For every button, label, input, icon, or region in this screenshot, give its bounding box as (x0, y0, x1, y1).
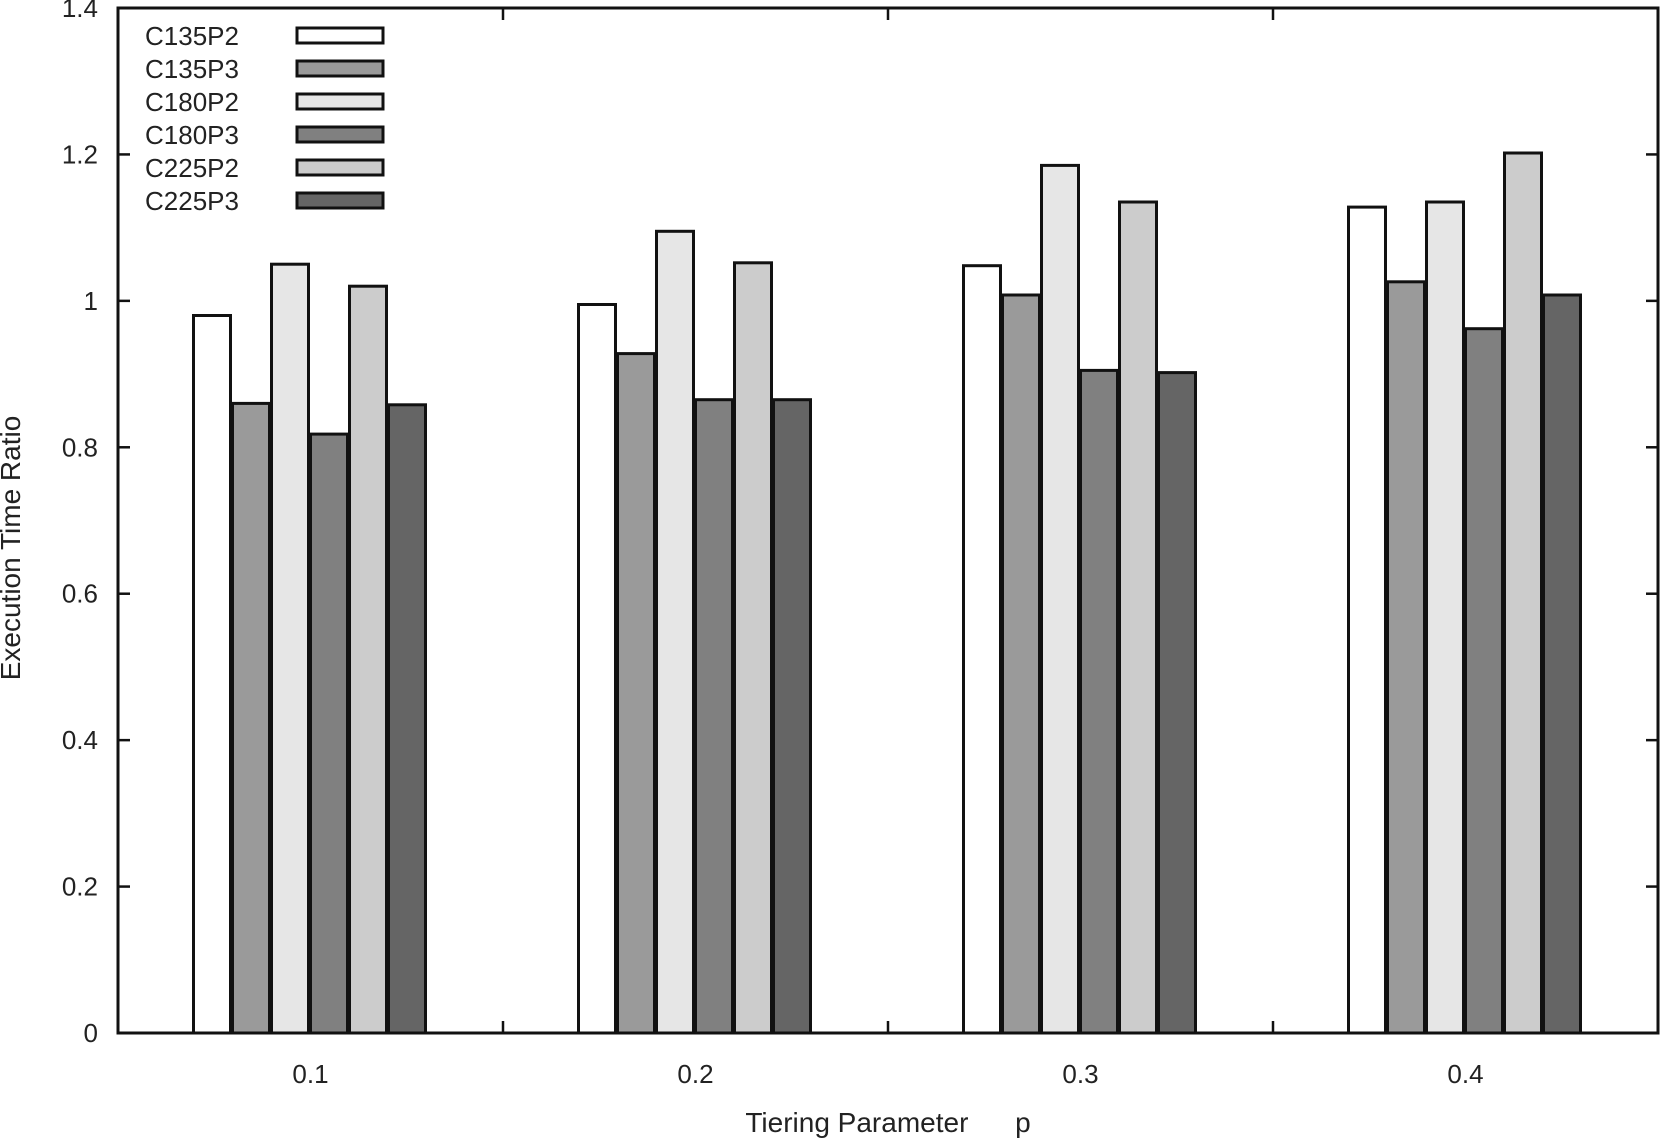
legend-label: C135P3 (145, 54, 239, 84)
bar-C180P2-0.1 (270, 262, 310, 1035)
bar-C135P3-0.2 (616, 352, 656, 1035)
x-axis-label: Tiering Parameter p (745, 1107, 1030, 1138)
y-tick-label: 0.2 (62, 872, 98, 902)
bar-C180P3-0.1 (309, 432, 349, 1035)
y-tick-label: 1 (84, 286, 98, 316)
bar-C225P2-0.3 (1118, 200, 1158, 1035)
y-tick-label: 0.8 (62, 432, 98, 462)
y-tick-label: 0 (84, 1018, 98, 1048)
y-tick-label: 0.6 (62, 579, 98, 609)
y-tick-label: 0.4 (62, 725, 98, 755)
legend-label: C225P3 (145, 186, 239, 216)
bar-C135P2-0.2 (577, 303, 617, 1035)
bar-C225P2-0.4 (1503, 151, 1543, 1035)
bar-C225P3-0.1 (387, 403, 427, 1035)
bar-C180P3-0.3 (1079, 368, 1119, 1035)
bar-C225P3-0.2 (772, 398, 812, 1035)
legend-label: C135P2 (145, 21, 239, 51)
bar-C135P3-0.1 (231, 401, 271, 1035)
bar-C180P2-0.2 (655, 229, 695, 1035)
legend-label: C180P2 (145, 87, 239, 117)
bar-C135P3-0.4 (1386, 280, 1426, 1035)
legend-swatch (295, 125, 385, 144)
bar-C135P3-0.3 (1001, 293, 1041, 1035)
y-tick-label: 1.4 (62, 0, 98, 23)
y-tick-label: 1.2 (62, 139, 98, 169)
bar-C180P2-0.4 (1425, 200, 1465, 1035)
bar-C135P2-0.4 (1347, 205, 1387, 1035)
bar-C180P3-0.4 (1464, 327, 1504, 1035)
bar-C225P2-0.1 (348, 284, 388, 1035)
y-axis-label: Execution Time Ratio (0, 416, 26, 681)
ticks-layer: 0.1 0.2 0.3 0.4 0 0.2 0.4 0.6 0.8 1 1.2 1.4 (62, 0, 1658, 1089)
legend-label: C180P3 (145, 120, 239, 150)
legend-swatch (295, 59, 385, 78)
legend-swatch (295, 158, 385, 177)
x-tick-label: 0.4 (1447, 1059, 1483, 1089)
bar-C180P2-0.3 (1040, 163, 1080, 1035)
plot-frame (116, 6, 1660, 1035)
x-tick-label: 0.2 (677, 1059, 713, 1089)
legend-label: C225P2 (145, 153, 239, 183)
x-tick-label: 0.3 (1062, 1059, 1098, 1089)
bars-layer (192, 151, 1582, 1035)
bar-C180P3-0.2 (694, 398, 734, 1035)
bar-C225P3-0.3 (1157, 371, 1197, 1035)
bar-C135P2-0.3 (962, 264, 1002, 1035)
bar-C225P2-0.2 (733, 261, 773, 1035)
bar-C135P2-0.1 (192, 314, 232, 1035)
legend-swatch (295, 92, 385, 111)
bar-C225P3-0.4 (1542, 293, 1582, 1035)
x-tick-label: 0.1 (292, 1059, 328, 1089)
legend-swatch (295, 26, 385, 45)
legend-swatch (295, 191, 385, 210)
